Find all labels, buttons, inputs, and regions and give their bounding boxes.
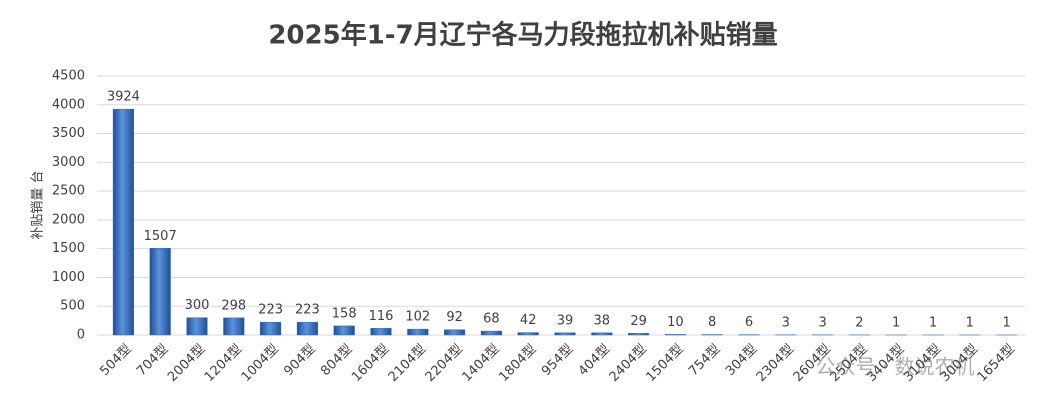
x-tick-label: 1004型 [239,342,282,385]
data-label: 116 [369,309,394,324]
x-tick-label: 1404型 [460,342,503,385]
chart-title: 2025年1-7月辽宁各马力段拖拉机补贴销量 [268,20,777,51]
bar [186,317,208,336]
bar [296,321,318,336]
data-label: 1 [892,315,900,330]
x-tick-label: 954型 [539,342,576,379]
data-label: 39 [557,313,574,328]
data-label: 2 [855,315,863,330]
bar [370,328,392,336]
bar [333,325,355,336]
x-tick-label: 1204型 [202,342,245,385]
data-label: 1 [966,315,974,330]
x-tick-label: 2204型 [423,342,466,385]
y-tick-label: 1000 [52,270,85,285]
x-tick-label: 2304型 [754,342,797,385]
data-label: 38 [594,313,611,328]
bar [223,317,245,336]
data-label: 1 [1002,315,1010,330]
y-tick-label: 1500 [52,241,85,256]
data-label: 223 [258,303,283,318]
data-label: 92 [446,310,463,325]
y-tick-label: 3000 [52,155,85,170]
data-label: 3 [782,315,790,330]
bar [517,332,539,336]
bar [444,329,466,336]
bar [480,330,502,336]
bar [112,108,134,336]
data-label: 158 [332,306,357,321]
x-tick-label: 1804型 [496,342,539,385]
data-label: 10 [667,315,684,330]
y-tick-label: 3500 [52,126,85,141]
x-tick-label: 2004型 [165,342,208,385]
x-tick-label: 504型 [97,342,134,379]
data-label: 1507 [144,229,177,244]
x-tick-label: 2404型 [607,342,650,385]
bar [664,334,686,336]
bar [149,248,171,336]
bar [407,328,429,336]
data-label: 68 [483,312,500,327]
data-label: 29 [630,314,647,329]
x-tick-label: 1654型 [975,342,1018,385]
y-tick-label: 2000 [52,212,85,227]
y-tick-label: 500 [60,299,85,314]
y-axis-label: 补贴销量 台 [31,170,46,239]
data-label: 8 [708,315,716,330]
x-tick-label: 2104型 [386,342,429,385]
data-label: 1 [929,315,937,330]
y-tick-label: 4000 [52,97,85,112]
data-label: 6 [745,315,753,330]
data-label: 3924 [107,90,140,105]
bar [554,332,576,336]
y-tick-label: 2500 [52,184,85,199]
data-label: 102 [405,310,430,325]
x-tick-label: 1604型 [349,342,392,385]
data-label: 223 [295,303,320,318]
bar [260,321,282,336]
x-tick-label: 754型 [686,342,723,379]
data-label: 3 [818,315,826,330]
y-tick-label: 4500 [52,69,85,84]
x-tick-label: 904型 [281,342,318,379]
watermark: 公众号 · 数说农机 [815,355,974,379]
x-tick-label: 1504型 [644,342,687,385]
bar [628,333,650,336]
data-label: 42 [520,313,537,328]
data-label: 298 [221,298,246,313]
y-tick-label: 0 [77,328,85,343]
data-label: 300 [185,298,210,313]
bar [591,332,613,336]
